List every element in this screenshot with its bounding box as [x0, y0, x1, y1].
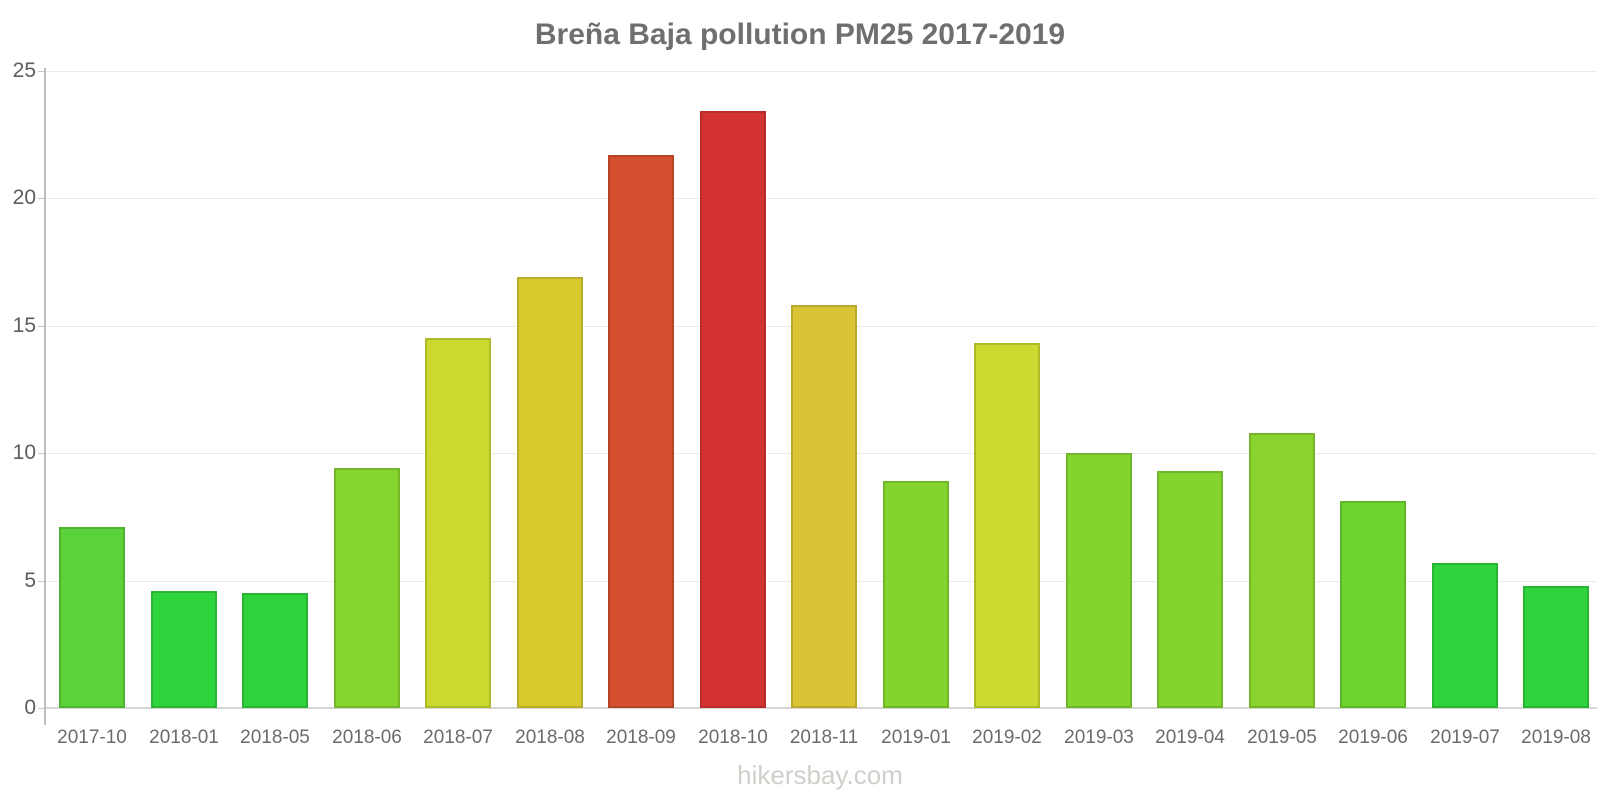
y-tick-label-15: 15 [12, 313, 36, 337]
x-tick-label-2017-10: 2017-10 [57, 727, 127, 748]
bar-2018-06 [334, 468, 400, 708]
bar-2019-01 [883, 481, 949, 708]
gridline-y25 [45, 70, 1597, 72]
x-tick-label-2019-02: 2019-02 [972, 727, 1042, 748]
x-tick-label-2018-11: 2018-11 [789, 727, 859, 748]
x-tick-label-2018-08: 2018-08 [515, 727, 585, 748]
y-tick-mark-15 [38, 325, 45, 327]
y-tick-label-25: 25 [12, 58, 36, 82]
y-tick-label-5: 5 [24, 568, 36, 592]
bar-2018-11 [791, 305, 857, 708]
bar-2019-02 [974, 343, 1040, 708]
y-tick-mark-20 [38, 198, 45, 199]
bar-2019-04 [1157, 471, 1223, 708]
x-tick-label-2019-01: 2019-01 [881, 727, 951, 748]
x-tick-label-2018-10: 2018-10 [698, 727, 768, 748]
x-tick-label-2019-07: 2019-07 [1430, 727, 1500, 748]
watermark: hikersbay.com [737, 760, 903, 790]
bar-2018-01 [151, 591, 217, 708]
bar-2018-08 [517, 277, 583, 708]
x-tick-label-2019-03: 2019-03 [1064, 727, 1134, 748]
bar-2019-08 [1523, 586, 1589, 708]
gridline-y0 [45, 707, 1597, 709]
x-tick-label-2019-05: 2019-05 [1247, 727, 1317, 748]
y-tick-label-20: 20 [12, 186, 36, 209]
bar-2019-07 [1432, 563, 1498, 708]
x-tick-label-2019-04: 2019-04 [1155, 727, 1225, 748]
y-axis-line [44, 68, 46, 725]
bar-2017-10 [59, 527, 125, 708]
x-tick-label-2018-09: 2018-09 [606, 727, 676, 748]
y-tick-label-0: 0 [24, 696, 36, 719]
x-tick-label-2018-05: 2018-05 [240, 727, 310, 748]
y-tick-label-10: 10 [12, 441, 36, 464]
x-tick-label-2019-08: 2019-08 [1521, 727, 1591, 748]
bar-2018-09 [608, 155, 674, 708]
bar-2018-10 [700, 111, 766, 708]
bar-2018-05 [242, 593, 308, 708]
gridline-y20 [45, 198, 1597, 199]
y-tick-mark-10 [38, 453, 45, 454]
y-tick-mark-0 [38, 708, 45, 709]
y-tick-mark-25 [38, 70, 45, 72]
x-tick-label-2018-07: 2018-07 [423, 727, 493, 748]
x-tick-label-2019-06: 2019-06 [1338, 727, 1408, 748]
x-tick-label-2018-01: 2018-01 [149, 727, 219, 748]
x-tick-label-2018-06: 2018-06 [332, 727, 402, 748]
bar-2018-07 [425, 338, 491, 708]
bar-2019-03 [1066, 453, 1132, 708]
chart-title: Breña Baja pollution PM25 2017-2019 [534, 18, 1066, 51]
y-tick-mark-5 [38, 580, 45, 582]
bar-2019-05 [1249, 433, 1315, 708]
bar-2019-06 [1340, 501, 1406, 708]
